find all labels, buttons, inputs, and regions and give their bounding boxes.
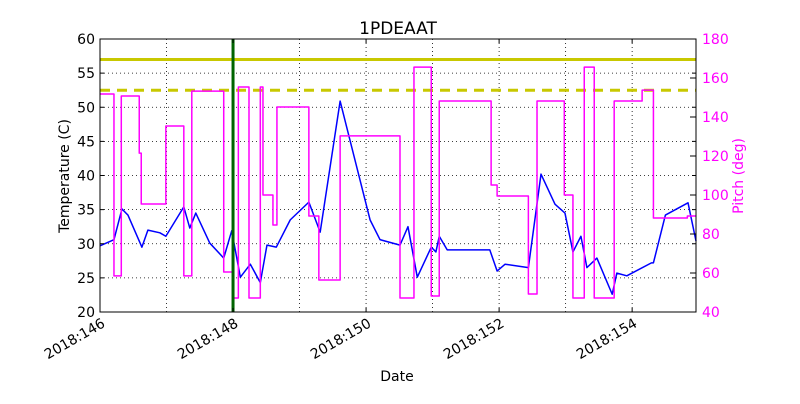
y-tick-label: 20	[77, 305, 95, 321]
y2-tick-label: 40	[702, 305, 720, 321]
y-tick-label: 35	[77, 203, 95, 219]
x-tick-label: 2018:146	[42, 316, 108, 363]
y2-tick-label: 60	[702, 266, 720, 282]
x-tick-label: 2018:152	[441, 316, 507, 363]
y2-tick-label: 80	[702, 227, 720, 243]
y-tick-label: 50	[77, 100, 95, 116]
pitch-series-line	[100, 66, 696, 299]
y2-tick-label: 120	[702, 149, 729, 165]
x-axis-label: Date	[380, 369, 413, 385]
grid	[99, 38, 696, 313]
y-tick-label: 30	[77, 237, 95, 253]
y2-axis-label: Pitch (deg)	[731, 138, 747, 214]
temperature-series-line	[99, 100, 697, 296]
x-tick-label: 2018:148	[175, 316, 241, 363]
axes: 20 25 30 35 40 45 50 55 60 40 60 80 100 120 140 160 180 2…	[42, 32, 729, 363]
plot-frame	[99, 38, 697, 313]
y2-tick-label: 100	[702, 188, 729, 204]
y-axis-label: Temperature (C)	[57, 119, 73, 234]
chart-title: 1PDEAAT	[359, 19, 437, 39]
y2-tick-label: 160	[702, 71, 729, 87]
y-tick-label: 25	[77, 271, 95, 287]
y-tick-label: 40	[77, 169, 95, 185]
y-tick-label: 45	[77, 134, 95, 150]
y-tick-label: 60	[77, 32, 95, 48]
plot-area	[99, 39, 697, 312]
y2-tick-label: 180	[702, 32, 729, 48]
x-tick-label: 2018:154	[574, 316, 640, 363]
x-tick-label: 2018:150	[308, 316, 374, 363]
y2-tick-label: 140	[702, 110, 729, 126]
y-tick-label: 55	[77, 66, 95, 82]
